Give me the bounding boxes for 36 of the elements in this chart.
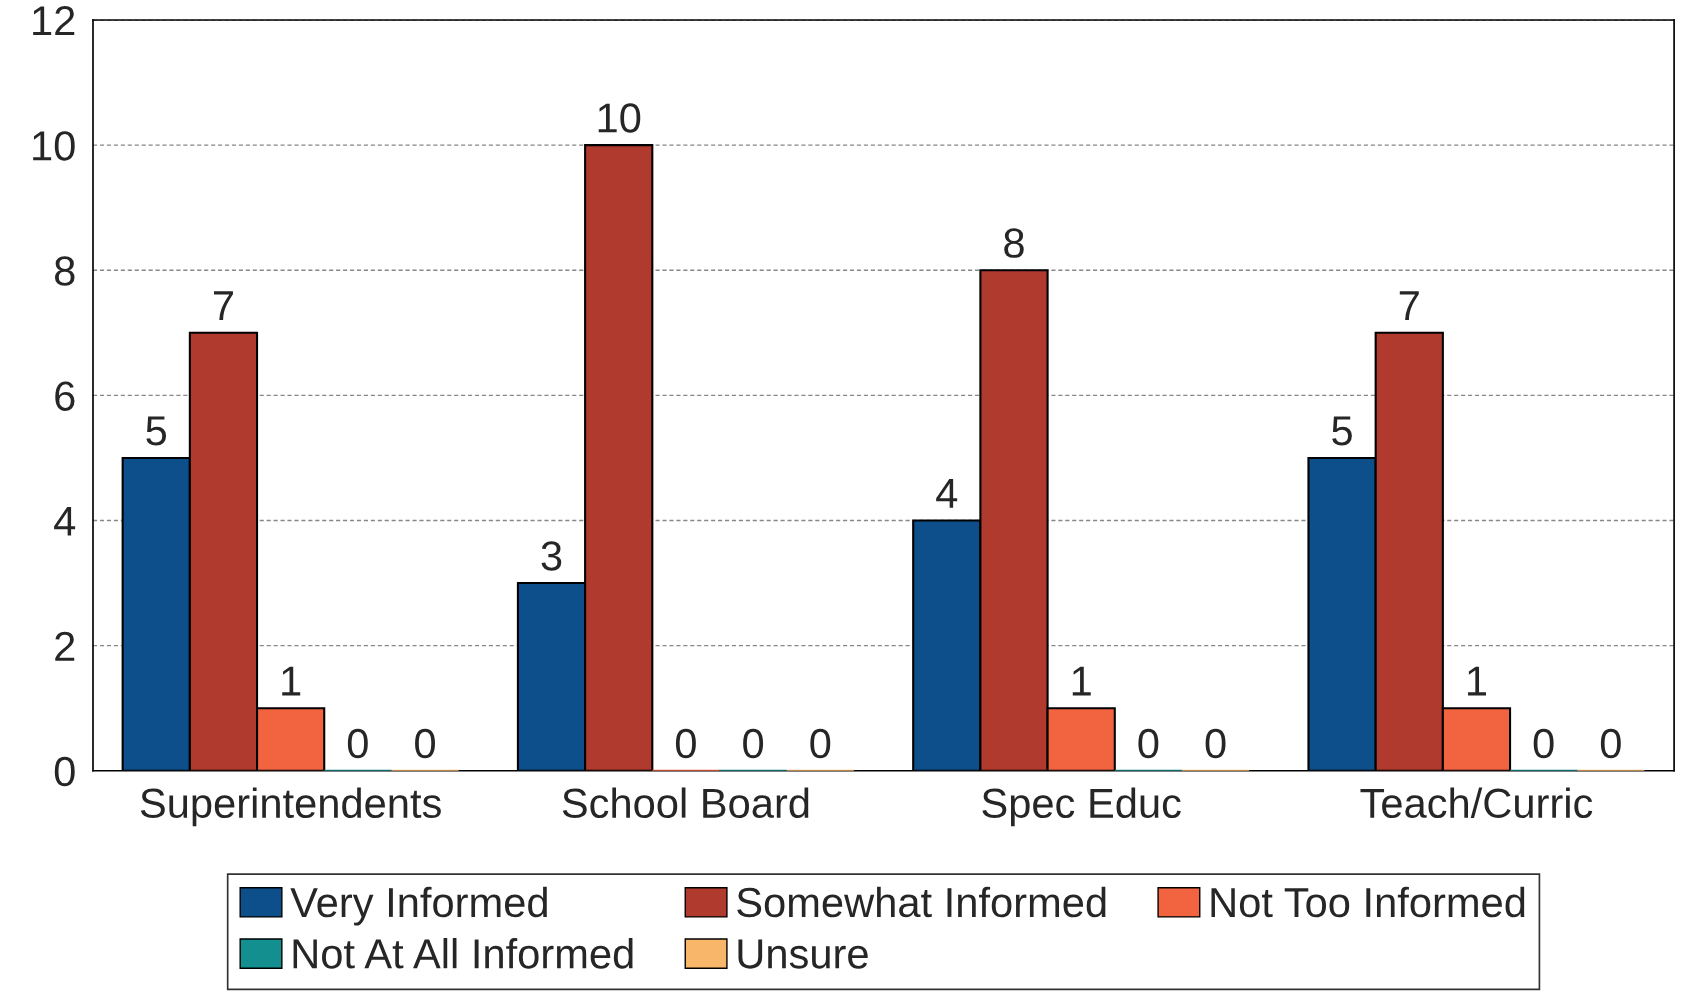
legend-label: Not Too Informed bbox=[1211, 886, 1525, 918]
data-label: 5 bbox=[1332, 416, 1352, 446]
y-tick-label: 6 bbox=[55, 381, 75, 411]
data-label: 0 bbox=[1600, 728, 1621, 759]
data-label: 3 bbox=[541, 541, 562, 571]
y-tick-label: 4 bbox=[54, 506, 76, 536]
x-tick-label: School Board bbox=[562, 787, 809, 819]
data-label: 10 bbox=[598, 103, 641, 133]
data-label: 1 bbox=[1468, 666, 1487, 696]
data-label: 0 bbox=[1138, 728, 1159, 759]
data-label: 8 bbox=[1004, 228, 1024, 258]
data-label: 1 bbox=[282, 666, 301, 696]
y-tick-label: 10 bbox=[33, 131, 75, 161]
data-label: 0 bbox=[675, 728, 696, 759]
x-tick-label: Spec Educ bbox=[982, 787, 1181, 827]
data-label: 0 bbox=[1533, 728, 1554, 759]
legend-label: Somewhat Informed bbox=[737, 886, 1106, 918]
data-label: 4 bbox=[936, 479, 958, 508]
y-tick-label: 2 bbox=[55, 631, 75, 661]
data-label: 7 bbox=[213, 291, 233, 321]
data-label: 0 bbox=[347, 728, 368, 759]
legend-label: Unsure bbox=[738, 939, 868, 969]
x-tick-label: Superintendents bbox=[140, 787, 441, 827]
data-label: 0 bbox=[1205, 728, 1226, 759]
y-tick-label: 8 bbox=[54, 256, 75, 286]
data-label: 0 bbox=[415, 728, 435, 759]
legend-label: Very Informed bbox=[290, 886, 547, 926]
data-label: 1 bbox=[1072, 666, 1091, 696]
data-label: 5 bbox=[146, 416, 167, 446]
legend-label: Not At All Informed bbox=[293, 938, 633, 969]
y-tick-label: 12 bbox=[33, 6, 75, 36]
x-tick-label: Teach/Curric bbox=[1360, 787, 1593, 819]
data-label: 7 bbox=[1399, 291, 1419, 321]
data-label: 0 bbox=[810, 728, 831, 759]
data-label: 0 bbox=[743, 728, 764, 759]
y-tick-label: 0 bbox=[54, 756, 75, 787]
